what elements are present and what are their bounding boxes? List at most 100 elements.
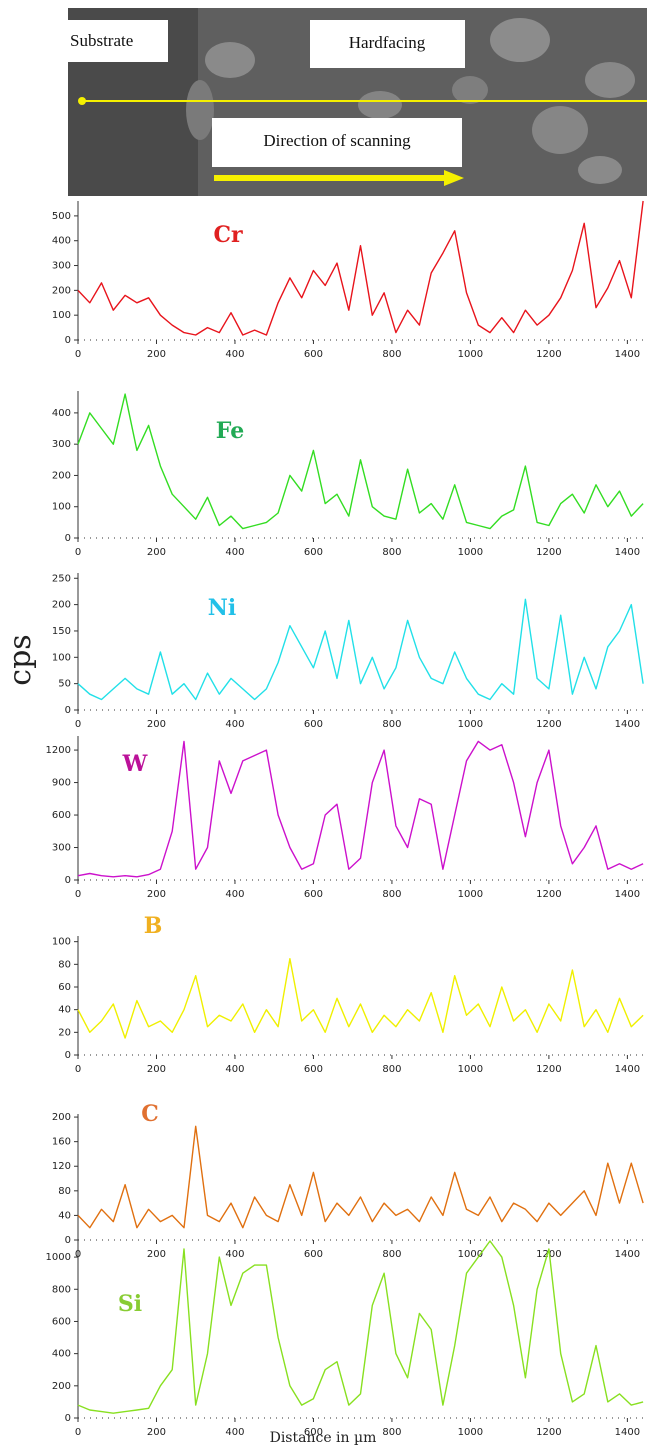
x-tick-label: 600 [304, 547, 323, 558]
x-tick-label: 1400 [615, 1427, 640, 1438]
x-tick-label: 1400 [615, 889, 640, 900]
chart-title: W [122, 751, 148, 777]
x-tick-label: 1200 [536, 889, 561, 900]
y-tick-label: 0 [65, 705, 71, 716]
y-tick-label: 400 [52, 236, 71, 247]
y-tick-label: 20 [58, 1027, 71, 1038]
chart-title: Fe [216, 418, 244, 444]
x-tick-label: 800 [382, 1249, 401, 1260]
x-tick-label: 600 [304, 719, 323, 730]
y-tick-label: 200 [52, 1112, 71, 1123]
x-tick-label: 1000 [458, 719, 483, 730]
x-tick-label: 600 [304, 349, 323, 360]
y-tick-label: 300 [52, 439, 71, 450]
x-tick-label: 1400 [615, 719, 640, 730]
x-tick-label: 200 [147, 889, 166, 900]
x-tick-label: 600 [304, 889, 323, 900]
x-tick-label: 1000 [458, 889, 483, 900]
data-line [78, 599, 643, 699]
x-tick-label: 1000 [458, 1064, 483, 1075]
y-tick-label: 150 [52, 626, 71, 637]
chart-title: B [144, 913, 163, 939]
chart-title: Si [118, 1291, 142, 1317]
y-tick-label: 100 [52, 652, 71, 663]
x-tick-label: 600 [304, 1064, 323, 1075]
x-tick-label: 400 [225, 547, 244, 558]
x-tick-label: 800 [382, 1427, 401, 1438]
y-tick-label: 200 [52, 1381, 71, 1392]
x-tick-label: 1000 [458, 1249, 483, 1260]
x-tick-label: 1400 [615, 1064, 640, 1075]
x-tick-label: 1400 [615, 349, 640, 360]
y-tick-label: 1200 [46, 745, 71, 756]
y-tick-label: 80 [58, 1186, 71, 1197]
y-tick-label: 200 [52, 470, 71, 481]
x-tick-label: 800 [382, 1064, 401, 1075]
x-axis-label: Distance in µm [270, 1430, 377, 1446]
panel: 0 200 400 600 800 1000 0 200 400 600 800 1000 1200 14… [46, 1241, 647, 1438]
y-tick-label: 120 [52, 1161, 71, 1172]
x-tick-label: 800 [382, 349, 401, 360]
panel: 040801201602000200400600800100012001400C [52, 1101, 647, 1260]
x-tick-label: 400 [225, 719, 244, 730]
x-tick-label: 600 [304, 1249, 323, 1260]
sem-image: Substrate Hardfacing Direction of scanni… [68, 8, 647, 196]
x-tick-label: 0 [75, 1427, 81, 1438]
y-tick-label: 200 [52, 600, 71, 611]
y-tick-label: 0 [65, 875, 71, 886]
y-tick-label: 60 [58, 982, 71, 993]
image-label: Direction of scanning [263, 131, 411, 150]
image-label: Substrate [70, 31, 133, 50]
x-tick-label: 400 [225, 1427, 244, 1438]
figure: Substrate Hardfacing Direction of scanni… [0, 0, 647, 1454]
chart-title: Cr [213, 222, 243, 248]
y-tick-label: 600 [52, 810, 71, 821]
x-tick-label: 1200 [536, 547, 561, 558]
data-line [78, 959, 643, 1038]
y-tick-label: 400 [52, 408, 71, 419]
y-tick-label: 200 [52, 285, 71, 296]
y-tick-label: 1000 [46, 1252, 71, 1263]
data-line [78, 1126, 643, 1227]
y-tick-label: 600 [52, 1316, 71, 1327]
y-tick-label: 900 [52, 778, 71, 789]
chart-title: Ni [208, 595, 236, 621]
x-tick-label: 200 [147, 547, 166, 558]
x-tick-label: 200 [147, 1064, 166, 1075]
y-tick-label: 100 [52, 502, 71, 513]
x-tick-label: 1000 [458, 547, 483, 558]
image-label: Hardfacing [349, 33, 426, 52]
y-tick-label: 80 [58, 959, 71, 970]
data-line [78, 1241, 643, 1413]
x-tick-label: 0 [75, 547, 81, 558]
x-tick-label: 800 [382, 889, 401, 900]
x-tick-label: 1400 [615, 547, 640, 558]
y-tick-label: 0 [65, 1413, 71, 1424]
x-tick-label: 600 [304, 1427, 323, 1438]
x-tick-label: 200 [147, 1249, 166, 1260]
x-tick-label: 1400 [615, 1249, 640, 1260]
x-tick-label: 800 [382, 719, 401, 730]
y-tick-label: 0 [65, 1050, 71, 1061]
x-tick-label: 400 [225, 1249, 244, 1260]
x-tick-label: 1200 [536, 719, 561, 730]
y-tick-label: 300 [52, 843, 71, 854]
x-tick-label: 0 [75, 1064, 81, 1075]
y-tick-label: 40 [58, 1005, 71, 1016]
x-tick-label: 1000 [458, 1427, 483, 1438]
x-tick-label: 200 [147, 349, 166, 360]
x-tick-label: 0 [75, 719, 81, 730]
y-tick-label: 0 [65, 1235, 71, 1246]
y-tick-label: 300 [52, 261, 71, 272]
x-tick-label: 1200 [536, 1064, 561, 1075]
x-tick-label: 1200 [536, 1427, 561, 1438]
y-tick-label: 0 [65, 533, 71, 544]
x-tick-label: 400 [225, 889, 244, 900]
y-tick-label: 400 [52, 1349, 71, 1360]
x-tick-label: 0 [75, 349, 81, 360]
x-tick-label: 200 [147, 719, 166, 730]
y-tick-label: 50 [58, 679, 71, 690]
